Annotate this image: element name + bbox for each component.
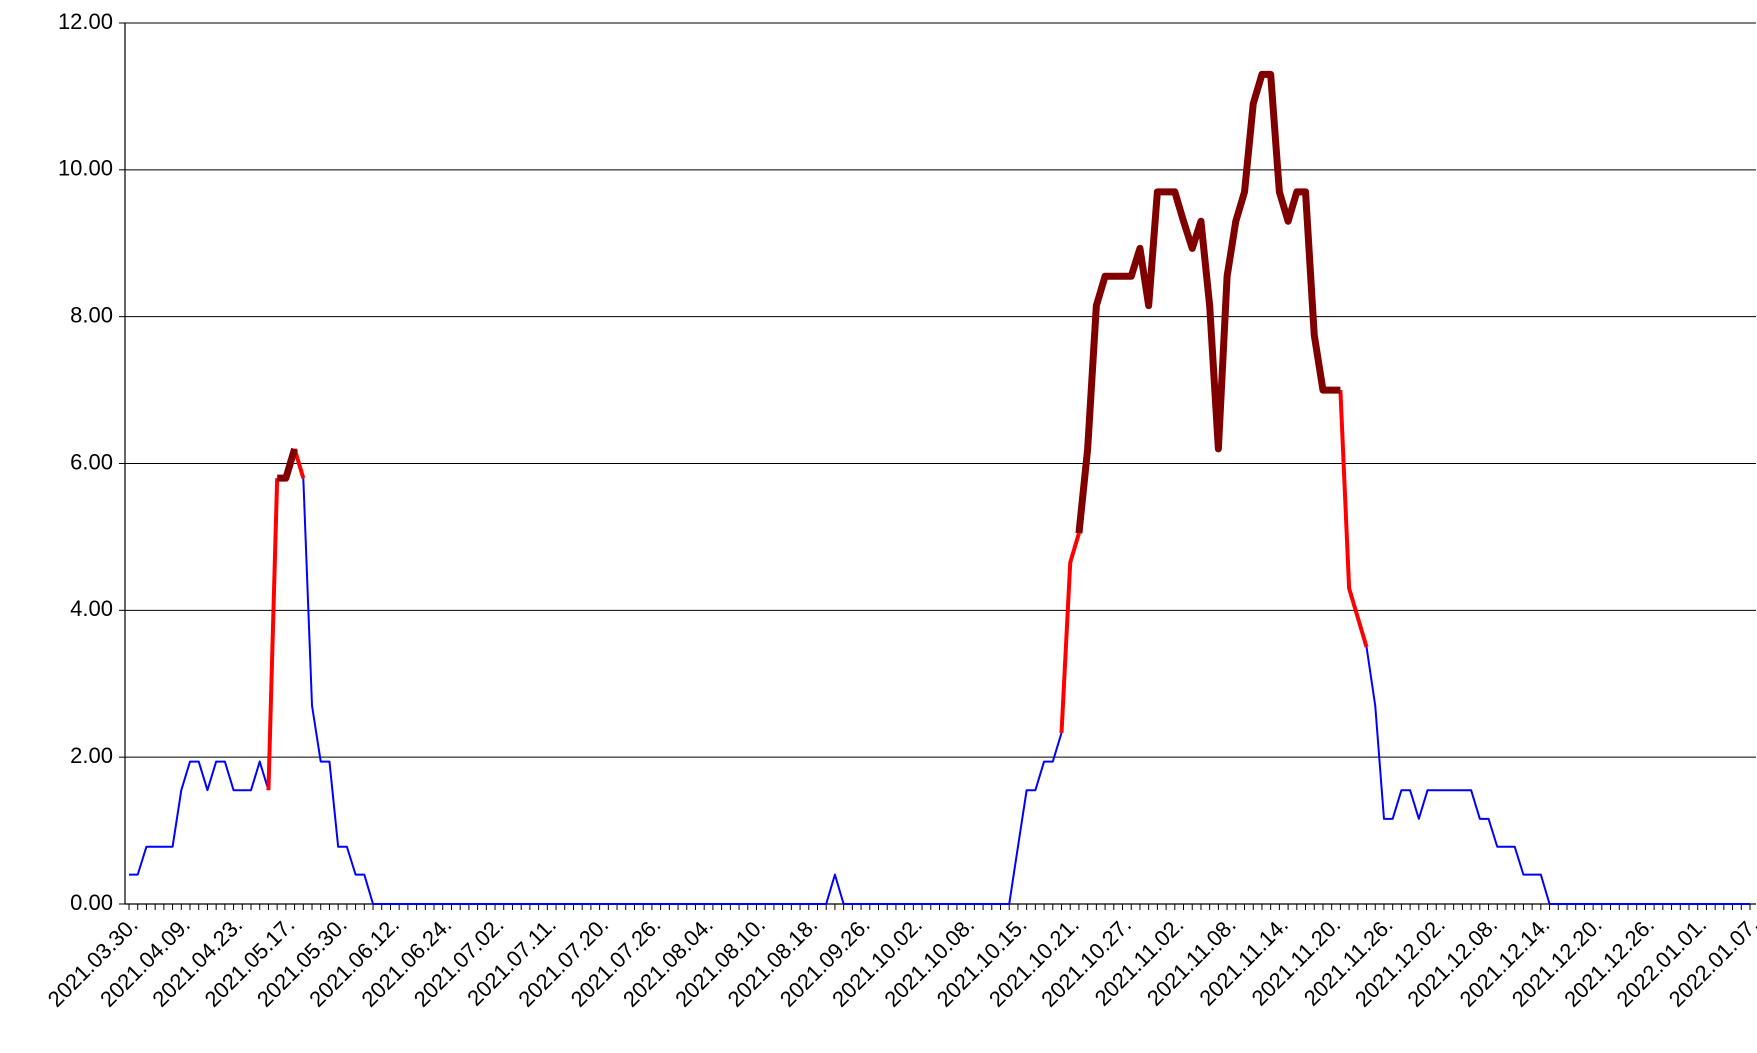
y-tick-label: 2.00 [70, 743, 113, 768]
series-line [129, 478, 1750, 905]
series-line [277, 70, 1341, 534]
y-tick-label: 0.00 [70, 890, 113, 915]
y-tick-label: 8.00 [70, 302, 113, 327]
y-tick-label: 4.00 [70, 596, 113, 621]
y-tick-label: 12.00 [58, 9, 113, 34]
series-line [266, 389, 1369, 791]
y-tick-label: 10.00 [58, 156, 113, 181]
y-tick-label: 6.00 [70, 449, 113, 474]
